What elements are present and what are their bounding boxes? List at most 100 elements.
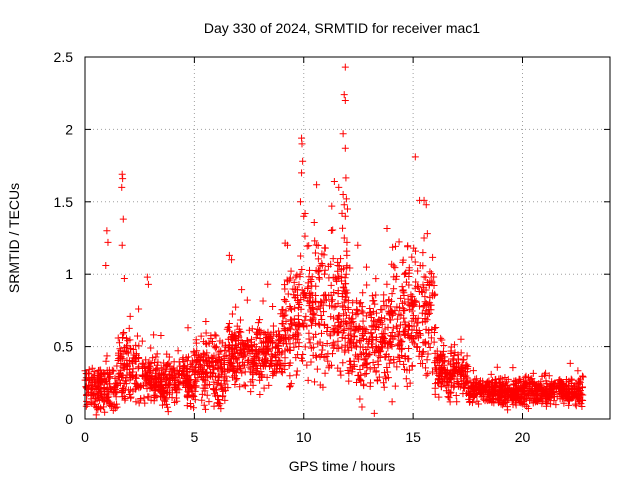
data-point — [313, 306, 321, 314]
data-point — [181, 375, 189, 383]
data-point — [459, 372, 467, 380]
data-point — [408, 253, 416, 261]
data-point — [154, 358, 162, 366]
data-point — [123, 335, 131, 343]
data-point — [391, 264, 399, 272]
data-point — [466, 377, 474, 385]
data-point — [321, 369, 329, 377]
data-point — [100, 396, 108, 404]
data-point — [118, 241, 126, 249]
data-point — [286, 316, 294, 324]
data-point — [380, 369, 388, 377]
data-point — [260, 329, 268, 337]
data-point — [267, 362, 275, 370]
data-point — [334, 262, 342, 270]
data-point — [264, 345, 272, 353]
data-point — [414, 267, 422, 275]
data-point — [502, 393, 510, 401]
y-tick-label: 2 — [65, 121, 73, 137]
data-point — [175, 381, 183, 389]
data-point — [121, 344, 129, 352]
data-point — [550, 397, 558, 405]
data-point — [503, 387, 511, 395]
data-point — [345, 346, 353, 354]
data-point — [118, 333, 126, 341]
data-point — [82, 402, 90, 410]
data-point — [419, 249, 427, 257]
data-point — [171, 367, 179, 375]
data-point — [184, 324, 192, 332]
data-point — [396, 342, 404, 350]
data-point — [318, 346, 326, 354]
data-point — [291, 322, 299, 330]
data-point — [358, 351, 366, 359]
data-point — [311, 237, 319, 245]
data-point — [190, 393, 198, 401]
data-point — [297, 252, 305, 260]
data-point — [512, 401, 520, 409]
data-point — [402, 278, 410, 286]
data-point — [404, 330, 412, 338]
data-point — [363, 336, 371, 344]
data-point — [172, 394, 180, 402]
data-point — [434, 379, 442, 387]
data-point — [263, 373, 271, 381]
data-point — [483, 381, 491, 389]
data-point — [314, 255, 322, 263]
data-point — [430, 329, 438, 337]
data-point — [152, 353, 160, 361]
data-point — [315, 302, 323, 310]
data-point — [96, 393, 104, 401]
data-point — [145, 393, 153, 401]
data-point — [432, 324, 440, 332]
data-point — [130, 351, 138, 359]
data-point — [240, 351, 248, 359]
data-point — [231, 380, 239, 388]
data-point — [438, 336, 446, 344]
data-point — [217, 347, 225, 355]
data-point — [361, 370, 369, 378]
data-point — [378, 320, 386, 328]
data-point — [195, 370, 203, 378]
data-point — [446, 398, 454, 406]
data-point — [566, 359, 574, 367]
x-tick-label: 20 — [515, 429, 531, 445]
data-point — [254, 319, 262, 327]
data-point — [356, 395, 364, 403]
data-point — [400, 360, 408, 368]
data-point — [469, 394, 477, 402]
data-point — [407, 291, 415, 299]
data-point — [257, 362, 265, 370]
data-point — [174, 370, 182, 378]
data-point — [293, 335, 301, 343]
data-point — [360, 380, 368, 388]
data-point — [229, 367, 237, 375]
data-point — [243, 337, 251, 345]
data-point — [90, 368, 98, 376]
data-point — [315, 320, 323, 328]
data-point — [316, 381, 324, 389]
data-point — [164, 408, 172, 416]
data-point — [117, 347, 125, 355]
data-point — [415, 302, 423, 310]
data-point — [104, 238, 112, 246]
data-point — [281, 285, 289, 293]
data-point — [301, 292, 309, 300]
data-point — [426, 277, 434, 285]
data-point — [465, 388, 473, 396]
data-point — [355, 375, 363, 383]
data-point — [389, 243, 397, 251]
data-point — [405, 355, 413, 363]
data-point — [295, 331, 303, 339]
data-point — [337, 371, 345, 379]
data-point — [565, 395, 573, 403]
data-point — [252, 343, 260, 351]
data-point — [87, 398, 95, 406]
data-point — [528, 375, 536, 383]
data-point — [405, 334, 413, 342]
data-point — [321, 244, 329, 252]
data-point — [373, 333, 381, 341]
data-point — [370, 349, 378, 357]
data-point — [255, 356, 263, 364]
data-point — [408, 307, 416, 315]
